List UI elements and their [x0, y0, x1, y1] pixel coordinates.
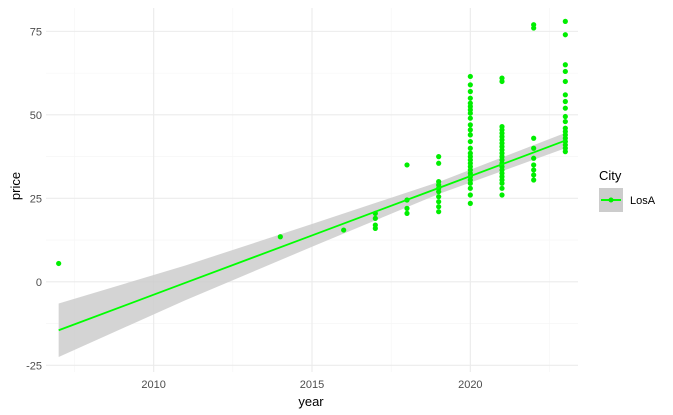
data-point — [467, 95, 473, 101]
points-layer — [56, 18, 568, 267]
data-point — [562, 32, 568, 38]
x-tick-label: 2020 — [458, 379, 482, 391]
x-tick-label: 2010 — [141, 379, 165, 391]
data-point — [467, 192, 473, 198]
data-point — [436, 179, 442, 185]
legend-label-losa: LosA — [630, 195, 656, 207]
data-point — [499, 123, 505, 130]
data-point — [372, 215, 378, 221]
data-point — [499, 192, 505, 198]
data-point — [562, 68, 568, 75]
data-point — [531, 177, 537, 183]
data-point — [467, 88, 473, 95]
data-point — [467, 138, 473, 145]
trend-line-layer — [58, 139, 566, 332]
y-axis-title: price — [8, 172, 23, 200]
data-point — [562, 92, 568, 98]
data-point — [531, 167, 537, 173]
data-point — [531, 172, 537, 178]
data-point — [467, 115, 473, 121]
data-point — [562, 98, 568, 105]
data-point — [56, 260, 62, 267]
data-point — [467, 145, 473, 151]
y-tick-label: 25 — [30, 193, 42, 205]
data-point — [531, 135, 537, 141]
data-point — [436, 209, 442, 215]
data-point — [562, 18, 568, 24]
data-point — [467, 82, 473, 88]
legend: City LosA — [599, 168, 656, 212]
data-point — [467, 200, 473, 206]
y-tick-label: 75 — [30, 26, 42, 38]
data-point — [499, 75, 505, 81]
y-tick-label: -25 — [26, 360, 42, 372]
data-point — [404, 205, 410, 211]
data-point — [404, 162, 410, 168]
x-axis-title: year — [298, 394, 324, 409]
data-point — [562, 78, 568, 85]
data-point — [467, 122, 473, 128]
data-point — [467, 73, 473, 80]
data-point — [372, 222, 378, 228]
data-point — [436, 154, 442, 160]
data-point — [562, 105, 568, 111]
data-point — [404, 210, 410, 216]
data-point — [531, 22, 537, 28]
data-point — [436, 160, 442, 166]
data-point — [562, 125, 568, 131]
y-axis-ticks: -25 0 25 50 75 — [26, 26, 42, 372]
data-point — [467, 100, 473, 106]
trend-line — [58, 139, 566, 332]
data-point — [562, 62, 568, 68]
data-point — [562, 118, 568, 125]
data-point — [467, 127, 473, 133]
legend-key-point — [608, 197, 614, 203]
data-point — [436, 204, 442, 210]
legend-title: City — [599, 168, 622, 183]
data-point — [436, 194, 442, 200]
data-point — [467, 185, 473, 191]
data-point — [467, 150, 473, 156]
data-point — [531, 145, 537, 151]
data-point — [277, 234, 283, 240]
data-point — [531, 155, 537, 161]
x-axis-ticks: 2010 2015 2020 — [141, 379, 482, 391]
data-point — [341, 227, 347, 233]
y-tick-label: 0 — [36, 277, 42, 289]
x-tick-label: 2015 — [300, 379, 324, 391]
data-point — [436, 199, 442, 205]
data-point — [531, 162, 537, 168]
y-tick-label: 50 — [30, 110, 42, 122]
data-point — [499, 185, 505, 191]
data-point — [562, 113, 568, 120]
data-point — [467, 132, 473, 138]
